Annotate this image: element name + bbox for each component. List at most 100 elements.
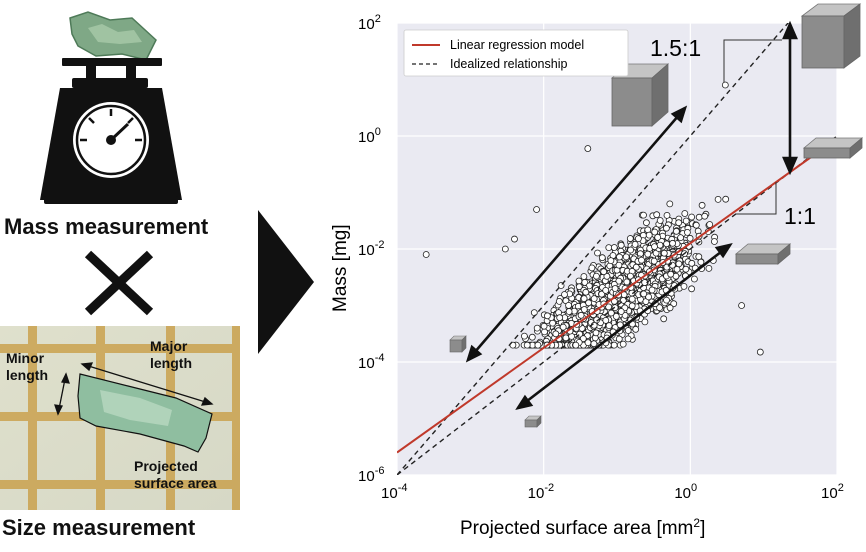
scatter-point [663, 296, 670, 304]
ratio-label-1-5: 1.5:1 [650, 35, 701, 61]
scatter-point [556, 314, 564, 322]
grid-paper-photo [0, 326, 240, 510]
small-cube-icon [449, 335, 467, 353]
scatter-point [585, 299, 593, 307]
scatter-point [632, 325, 640, 333]
scatter-point [662, 224, 670, 232]
scatter-point [701, 212, 709, 220]
scatter-point [615, 261, 623, 269]
scatter-point [688, 285, 696, 293]
ratio-brackets [723, 39, 782, 215]
scatter-point [615, 277, 623, 285]
scatter-point [675, 219, 683, 227]
scatter-point [656, 241, 664, 249]
scatter-point [631, 240, 639, 248]
scatter-point [682, 265, 690, 273]
scatter-point [616, 253, 623, 261]
annotation-arrows [465, 20, 798, 410]
x-tick-label: 10-4 [381, 482, 407, 502]
y-tick-label: 10-6 [358, 465, 384, 485]
scatter-point [584, 145, 592, 152]
scatter-point [628, 295, 636, 303]
scatter-point [559, 323, 567, 331]
scatter-point [710, 238, 718, 245]
y-tick-label: 102 [358, 13, 381, 33]
scatter-point [692, 221, 700, 229]
scatter-point [617, 241, 625, 249]
scatter-point [530, 309, 538, 317]
legend-idealized-label: Idealized relationship [450, 57, 567, 71]
scatter-point [688, 259, 696, 267]
scatter-point [669, 239, 677, 247]
scatter-point [650, 257, 658, 265]
scatter-point [588, 264, 596, 272]
major-length-label: Major length [150, 338, 192, 371]
y-axis-title: Mass [mg] [330, 224, 351, 312]
scatter-point [511, 235, 518, 243]
scatter-point [615, 335, 623, 343]
scatter-point [626, 272, 634, 280]
scatter-point [584, 339, 592, 347]
left-panel-illustration [40, 11, 182, 316]
scatter-point [680, 282, 688, 290]
reference-lines [397, 23, 837, 475]
scatter-point [651, 243, 658, 251]
multiply-icon [84, 250, 154, 316]
microplastic-fragment-icon [69, 11, 157, 61]
scatter-point [562, 334, 570, 342]
scatter-point [600, 268, 608, 276]
scatter-point [642, 219, 650, 227]
scatter-point [706, 221, 714, 228]
idealized-line [397, 23, 789, 475]
large-cube-icon-top [800, 3, 862, 69]
mass-measurement-caption: Mass measurement [4, 214, 209, 239]
scatter-point [610, 244, 618, 251]
scatter-point [619, 340, 627, 348]
scatter-point [645, 293, 653, 301]
ratio-label-1-1: 1:1 [784, 203, 816, 229]
scatter-point [580, 273, 588, 280]
scatter-point [605, 244, 613, 252]
scatter-point [592, 272, 600, 280]
x-tick-label: 102 [821, 482, 844, 502]
scatter-point [575, 283, 583, 291]
minor-length-arrow [54, 372, 70, 416]
scatter-point [582, 288, 590, 296]
scatter-point [590, 295, 598, 303]
scatter-point [602, 286, 610, 294]
scatter-point [611, 285, 619, 292]
idealized-line [397, 135, 837, 475]
scatter-point [552, 330, 560, 338]
legend: Linear regression model Idealized relati… [403, 29, 629, 77]
size-measurement-photo: Minor length Major length Projected surf… [0, 326, 240, 510]
scatter-point [634, 235, 642, 243]
scatter-point [660, 249, 668, 257]
scatter-point [654, 233, 662, 241]
scatter-point [682, 217, 690, 225]
flat-plate-icon-right [802, 137, 864, 159]
scatter-point [590, 340, 598, 348]
scatter-point [594, 249, 601, 257]
scatter-point [666, 304, 674, 312]
scatter-point [721, 81, 729, 89]
scatter-point [612, 312, 620, 320]
scatter-point [572, 341, 580, 349]
scatter-point [756, 348, 764, 356]
scatter-point [580, 306, 588, 313]
scatter-point [523, 341, 531, 349]
scatter-point [695, 253, 703, 261]
scatter-point [422, 251, 430, 258]
projected-area-label: Projected surface area [134, 458, 217, 491]
scatter-point [565, 308, 573, 315]
scatter-point [705, 264, 713, 272]
y-tick-label: 10-4 [358, 352, 384, 372]
scatter-point [683, 228, 691, 236]
y-tick-label: 100 [358, 126, 381, 146]
size-measurement-caption: Size measurement [2, 515, 196, 540]
scatter-point [598, 254, 606, 262]
scatter-point [580, 295, 588, 303]
scatter-point [640, 290, 648, 298]
scatter-point [543, 312, 551, 320]
scatter-point [656, 304, 664, 312]
